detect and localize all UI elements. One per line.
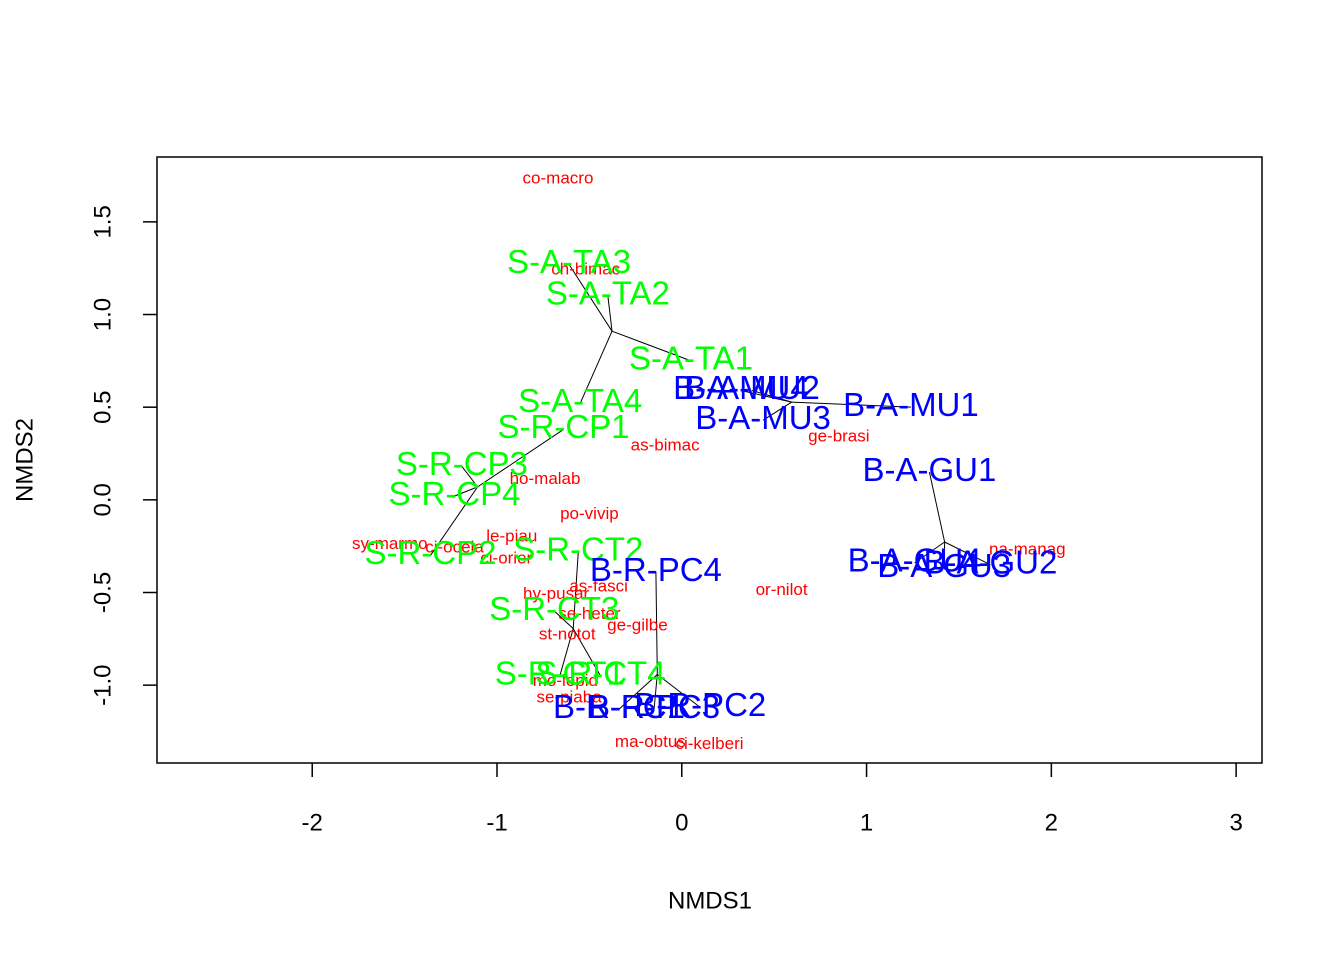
y-tick-label: -0.5 bbox=[89, 572, 116, 613]
y-tick-label: 0.0 bbox=[89, 483, 116, 516]
y-tick-label: 1.5 bbox=[89, 205, 116, 238]
site-label: B-A-GU1 bbox=[862, 451, 996, 488]
y-tick-label: 0.5 bbox=[89, 390, 116, 423]
site-label: S-R-CP4 bbox=[388, 475, 520, 512]
site-label: B-A-MU3 bbox=[695, 399, 831, 436]
site-label: B-A-GU2 bbox=[923, 543, 1057, 580]
site-label: B-R-PC2 bbox=[634, 686, 766, 723]
y-axis-label: NMDS2 bbox=[11, 418, 38, 502]
x-axis-label: NMDS1 bbox=[668, 887, 752, 914]
site-label: B-A-MU1 bbox=[843, 386, 979, 423]
x-tick-label: -2 bbox=[302, 809, 323, 836]
x-tick-label: 1 bbox=[860, 809, 873, 836]
species-label: as-bimac bbox=[631, 436, 700, 455]
y-tick-label: 1.0 bbox=[89, 298, 116, 331]
site-label: B-R-PC4 bbox=[590, 551, 722, 588]
species-label: co-macro bbox=[523, 169, 594, 188]
plot-frame bbox=[157, 157, 1262, 763]
site-label: S-R-CP1 bbox=[498, 408, 630, 445]
site-label: S-R-CT3 bbox=[489, 590, 619, 627]
site-label: S-R-CP2 bbox=[364, 534, 496, 571]
species-label: po-vivip bbox=[560, 504, 619, 523]
species-label: or-nilot bbox=[756, 580, 808, 599]
y-tick-label: -1.0 bbox=[89, 664, 116, 705]
x-tick-label: 0 bbox=[675, 809, 688, 836]
x-tick-label: -1 bbox=[486, 809, 507, 836]
site-label: S-A-TA2 bbox=[546, 275, 670, 312]
species-label: ci-kelberi bbox=[675, 734, 743, 753]
x-tick-label: 3 bbox=[1229, 809, 1242, 836]
x-tick-label: 2 bbox=[1045, 809, 1058, 836]
species-label: st-notot bbox=[539, 625, 596, 644]
